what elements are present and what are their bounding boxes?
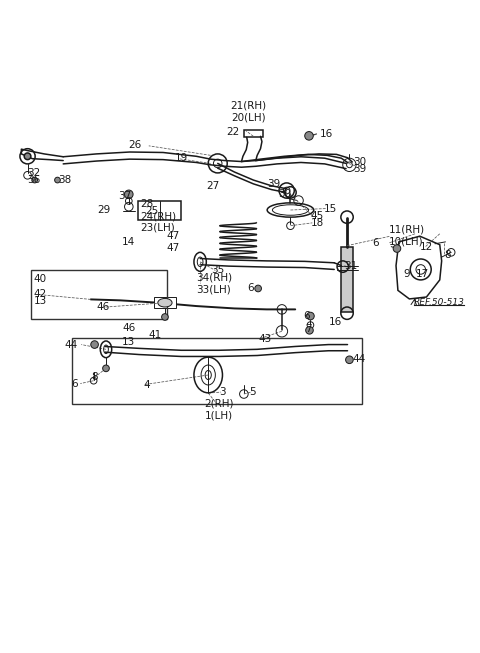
- Text: 44: 44: [352, 354, 366, 364]
- Text: 30: 30: [353, 157, 366, 167]
- Bar: [244, 130, 263, 137]
- Text: 30: 30: [278, 189, 291, 199]
- Text: 27: 27: [206, 182, 219, 191]
- Text: 22: 22: [226, 127, 239, 136]
- Circle shape: [162, 313, 168, 321]
- Text: 32: 32: [27, 168, 41, 178]
- Text: REF.50-513: REF.50-513: [414, 298, 465, 307]
- Text: 28: 28: [140, 199, 154, 210]
- Circle shape: [124, 190, 133, 199]
- Text: 12: 12: [420, 242, 433, 251]
- Text: 25: 25: [145, 206, 158, 216]
- Text: 14: 14: [122, 237, 135, 247]
- Text: 34(RH)
33(LH): 34(RH) 33(LH): [196, 273, 232, 295]
- Circle shape: [32, 177, 37, 183]
- Circle shape: [307, 312, 314, 320]
- Text: 16: 16: [328, 317, 342, 326]
- Circle shape: [305, 131, 313, 140]
- Text: 2(RH)
1(LH): 2(RH) 1(LH): [204, 399, 234, 421]
- Text: 31: 31: [344, 261, 357, 270]
- Text: 18: 18: [311, 218, 324, 228]
- Text: 29: 29: [97, 205, 111, 215]
- Text: 44: 44: [64, 340, 77, 349]
- Text: 43: 43: [258, 334, 271, 344]
- Circle shape: [255, 285, 262, 292]
- Bar: [138, 201, 181, 220]
- Text: 13: 13: [122, 337, 135, 347]
- Text: 3: 3: [219, 387, 226, 397]
- Text: 6: 6: [373, 238, 379, 248]
- Text: 46: 46: [96, 302, 110, 313]
- Text: 47: 47: [167, 243, 180, 253]
- Text: 21(RH)
20(LH): 21(RH) 20(LH): [230, 101, 267, 122]
- Text: 19: 19: [175, 153, 188, 163]
- Text: 5: 5: [250, 387, 256, 397]
- Circle shape: [306, 326, 313, 334]
- Text: 41: 41: [149, 330, 162, 340]
- Ellipse shape: [158, 298, 172, 307]
- Text: 8: 8: [444, 250, 451, 260]
- Text: 8: 8: [92, 372, 98, 383]
- Text: 45: 45: [311, 211, 324, 221]
- Text: 39: 39: [267, 179, 280, 189]
- Text: 11(RH)
10(LH): 11(RH) 10(LH): [389, 225, 425, 246]
- Text: 16: 16: [320, 129, 333, 139]
- Text: 7: 7: [305, 324, 312, 334]
- Text: 6: 6: [71, 379, 77, 389]
- Circle shape: [103, 365, 109, 372]
- Text: 4: 4: [143, 379, 150, 389]
- Text: 9: 9: [403, 269, 410, 279]
- Text: 26: 26: [128, 140, 142, 150]
- Text: 6: 6: [248, 283, 254, 293]
- Text: 38: 38: [59, 175, 72, 185]
- Text: 46: 46: [122, 323, 135, 333]
- Polygon shape: [396, 236, 442, 299]
- Text: 17: 17: [416, 269, 429, 279]
- Text: 37: 37: [118, 191, 131, 201]
- Text: 42: 42: [34, 289, 47, 299]
- Text: 24(RH)
23(LH): 24(RH) 23(LH): [140, 211, 176, 232]
- Text: 36: 36: [27, 175, 41, 185]
- Text: 13: 13: [34, 296, 47, 306]
- Bar: [154, 297, 176, 308]
- Circle shape: [393, 245, 401, 252]
- Text: 15: 15: [324, 204, 337, 214]
- Circle shape: [346, 356, 353, 364]
- Text: 39: 39: [353, 164, 366, 174]
- Bar: [72, 338, 362, 404]
- Text: 6: 6: [303, 311, 310, 321]
- Circle shape: [55, 177, 60, 183]
- Circle shape: [91, 341, 98, 348]
- Text: 47: 47: [167, 231, 180, 241]
- Bar: [31, 270, 167, 319]
- Text: 35: 35: [212, 265, 225, 276]
- Circle shape: [24, 153, 31, 159]
- Bar: [341, 247, 353, 312]
- Text: 40: 40: [34, 274, 47, 284]
